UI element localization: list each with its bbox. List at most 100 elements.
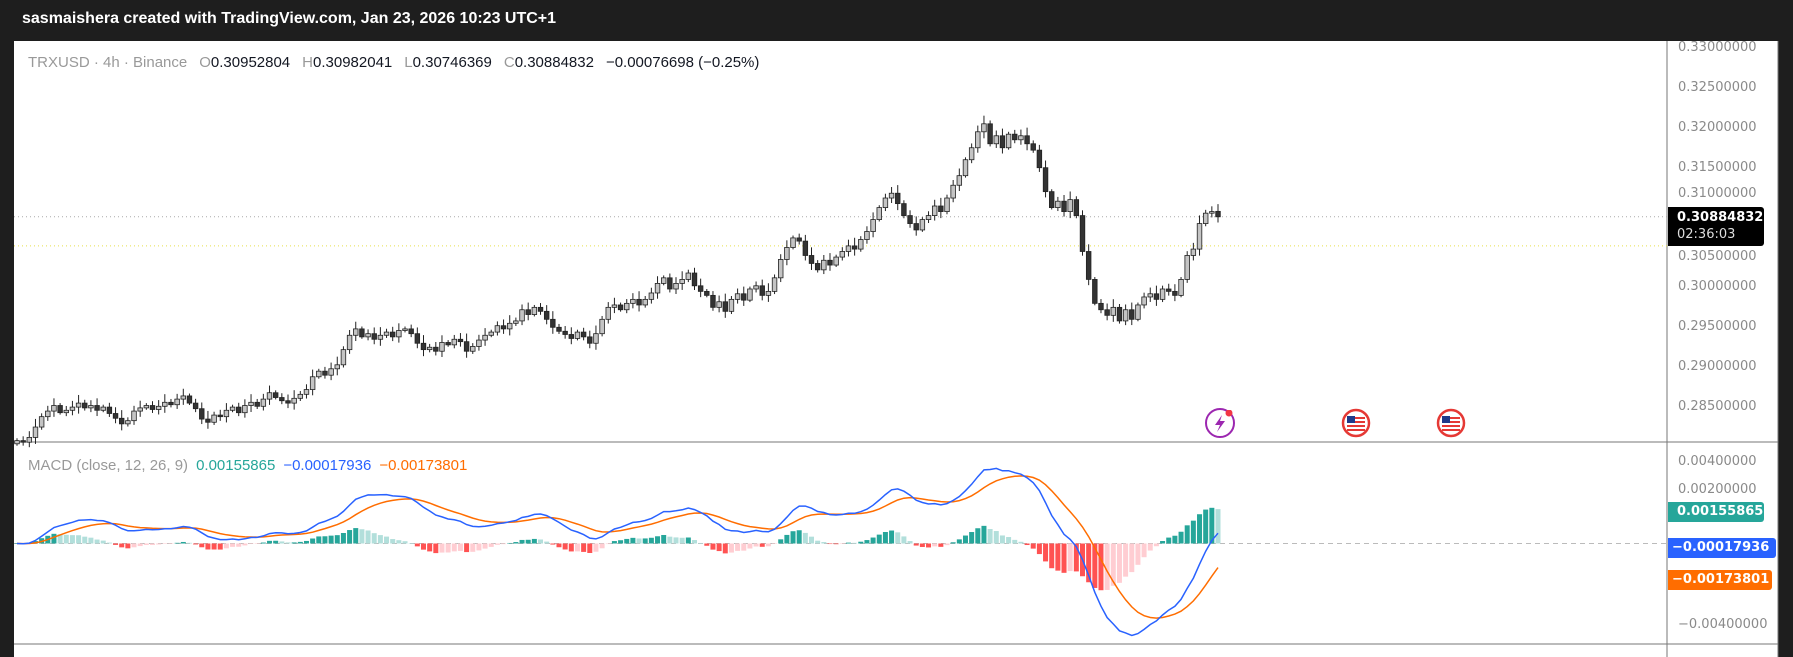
candle-body [223, 409, 230, 418]
candle [630, 293, 636, 309]
candle [605, 302, 611, 324]
histogram-bar [402, 541, 408, 544]
candle [20, 436, 26, 446]
histogram-bar [439, 543, 445, 553]
candle [180, 388, 186, 405]
histogram-bar [655, 536, 661, 544]
candle [864, 226, 870, 244]
candle [1172, 284, 1178, 302]
histogram-bar [297, 541, 303, 544]
candle-body [1005, 133, 1012, 149]
candle-body [236, 406, 242, 414]
histogram-bar [538, 539, 544, 544]
macd-axis-tick: −0.00400000 [1678, 617, 1768, 632]
histogram-bar [1018, 541, 1024, 544]
histogram-bar [1073, 543, 1079, 572]
candle [279, 393, 285, 405]
candle [470, 343, 476, 354]
candle [1036, 144, 1043, 172]
candle [340, 346, 347, 368]
candle [457, 333, 464, 347]
candle-body [365, 333, 371, 338]
candle [765, 283, 772, 302]
macd-legend: MACD (close, 12, 26, 9) 0.00155865 −0.0001… [28, 457, 467, 474]
candle-body [525, 309, 531, 315]
macd-tag: −0.00017936 [1668, 538, 1776, 558]
histogram-bar [414, 543, 420, 547]
candle [821, 255, 827, 275]
candle-body [704, 290, 710, 296]
candle [236, 402, 242, 417]
us-flag-icon[interactable] [1436, 408, 1466, 438]
symbol-legend: TRXUSD · 4h · Binance O0.30952804 H0.30982… [28, 54, 771, 71]
histogram-bar [476, 543, 482, 551]
candle-body [328, 368, 334, 376]
histogram-bar [1172, 535, 1178, 544]
candle-body [32, 426, 39, 438]
chart-title: sasmaishera created with TradingView.com… [22, 10, 557, 27]
candle [1012, 129, 1018, 144]
candle-body [205, 418, 211, 423]
candle [716, 295, 722, 313]
candle-body [119, 417, 125, 425]
us-flag-icon[interactable] [1341, 408, 1371, 438]
histogram-bar [217, 543, 223, 550]
candle [119, 410, 125, 431]
candle [365, 329, 371, 341]
candle-body [1202, 212, 1209, 224]
histogram-bar [106, 542, 112, 544]
candle-body [82, 402, 88, 409]
candle-body [845, 245, 852, 252]
candle-body [784, 247, 790, 260]
candle-body [192, 402, 199, 410]
candle [162, 394, 168, 413]
candle-body [519, 309, 525, 322]
histogram-bar [365, 530, 371, 544]
candle-body [654, 283, 661, 294]
lightning-icon[interactable] [1205, 408, 1235, 438]
histogram-bar [987, 529, 993, 544]
candle [1141, 292, 1147, 309]
candle [303, 384, 310, 399]
candle [1110, 299, 1116, 322]
candle [353, 321, 359, 342]
candle-body [112, 413, 119, 419]
histogram-bar [180, 541, 186, 544]
histogram-bar [618, 540, 624, 544]
candle-body [568, 334, 575, 339]
histogram-bar [445, 543, 451, 553]
candle-body [981, 123, 987, 133]
histogram-bar [174, 542, 180, 544]
symbol-info[interactable]: TRXUSD · 4h · Binance [28, 54, 188, 71]
candle [1055, 196, 1061, 212]
histogram-bar [223, 543, 229, 549]
candle [69, 400, 76, 416]
candle [876, 205, 882, 222]
candle-body [950, 184, 956, 199]
candle-body [291, 397, 297, 404]
candle [254, 398, 260, 409]
candle [1159, 285, 1166, 303]
candle-body [1172, 290, 1178, 296]
candle [888, 187, 895, 204]
candle-body [51, 405, 57, 412]
histogram-bar [648, 537, 654, 544]
candle-body [1153, 293, 1160, 300]
candle [778, 254, 784, 283]
candle [32, 418, 39, 444]
histogram-bar [833, 543, 839, 545]
histogram-bar [981, 525, 987, 544]
candle [396, 323, 402, 343]
chart-panel[interactable] [14, 41, 1778, 657]
candle-body [309, 376, 316, 390]
candle-body [691, 272, 698, 287]
histogram-bar [1049, 543, 1055, 569]
histogram-bar [876, 534, 882, 544]
macd-title[interactable]: MACD (close, 12, 26, 9) [28, 457, 189, 474]
candle [1129, 302, 1135, 326]
candle [1030, 140, 1036, 153]
candle-body [100, 406, 106, 411]
candle-body [69, 406, 76, 411]
candle [993, 130, 999, 148]
